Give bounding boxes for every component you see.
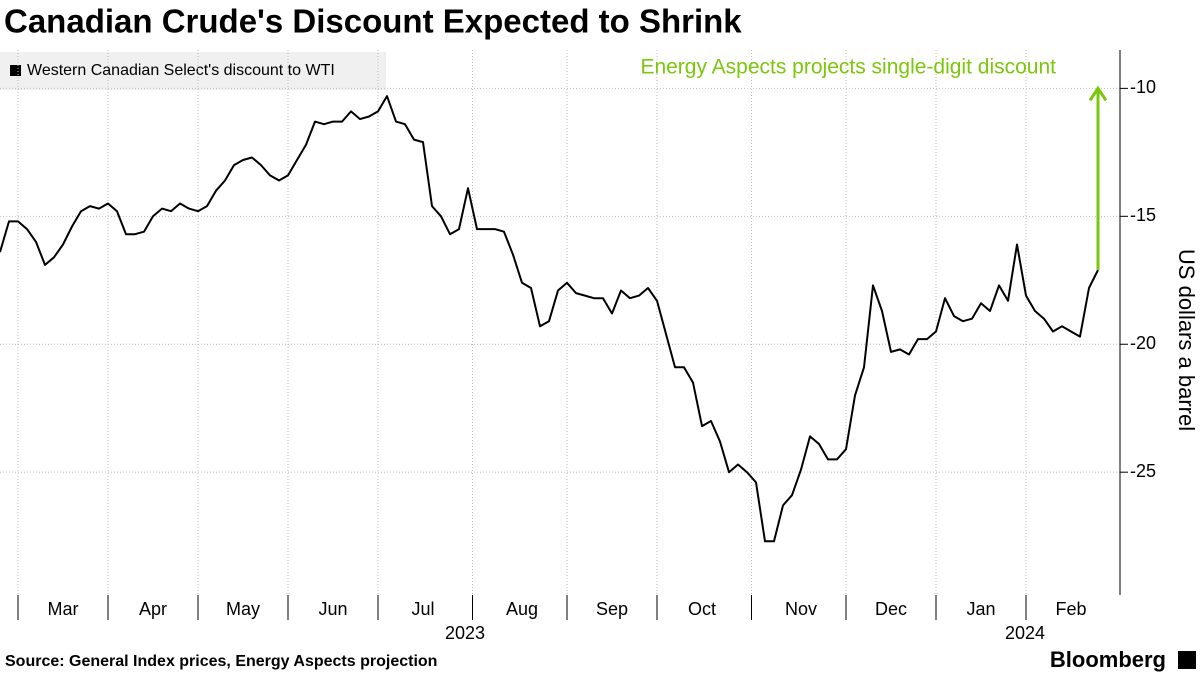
year-label: 2023: [445, 623, 485, 643]
x-tick-label: May: [226, 599, 260, 619]
annotation: Energy Aspects projects single-digit dis…: [640, 56, 1056, 79]
legend-box: [0, 52, 386, 90]
y-tick-label: -15: [1130, 205, 1156, 225]
x-tick-label: Dec: [875, 599, 907, 619]
x-tick-label: Jun: [318, 599, 347, 619]
legend-swatch: [10, 65, 21, 76]
y-axis-label: US dollars a barrel: [1174, 249, 1199, 431]
x-tick-label: Apr: [139, 599, 167, 619]
y-tick-label: -25: [1130, 461, 1156, 481]
y-tick-label: -10: [1130, 77, 1156, 97]
brand: Bloomberg: [1050, 647, 1166, 672]
x-tick-label: Mar: [48, 599, 79, 619]
x-tick-label: Feb: [1055, 599, 1086, 619]
line: [0, 95, 1099, 543]
x-tick-label: Jul: [411, 599, 434, 619]
x-tick-label: Oct: [688, 599, 716, 619]
brand-icon: [1178, 651, 1196, 669]
y-tick-label: -20: [1130, 333, 1156, 353]
x-tick-label: Aug: [506, 599, 538, 619]
legend-label: Western Canadian Select's discount to WT…: [27, 62, 335, 79]
chart-title: Canadian Crude's Discount Expected to Sh…: [4, 3, 742, 40]
x-tick-label: Sep: [596, 599, 628, 619]
source: Source: General Index prices, Energy Asp…: [5, 653, 437, 670]
x-tick-label: Nov: [785, 599, 817, 619]
x-tick-label: Jan: [966, 599, 995, 619]
annotation-arrowhead: [1088, 85, 1108, 102]
year-label: 2024: [1005, 623, 1045, 643]
